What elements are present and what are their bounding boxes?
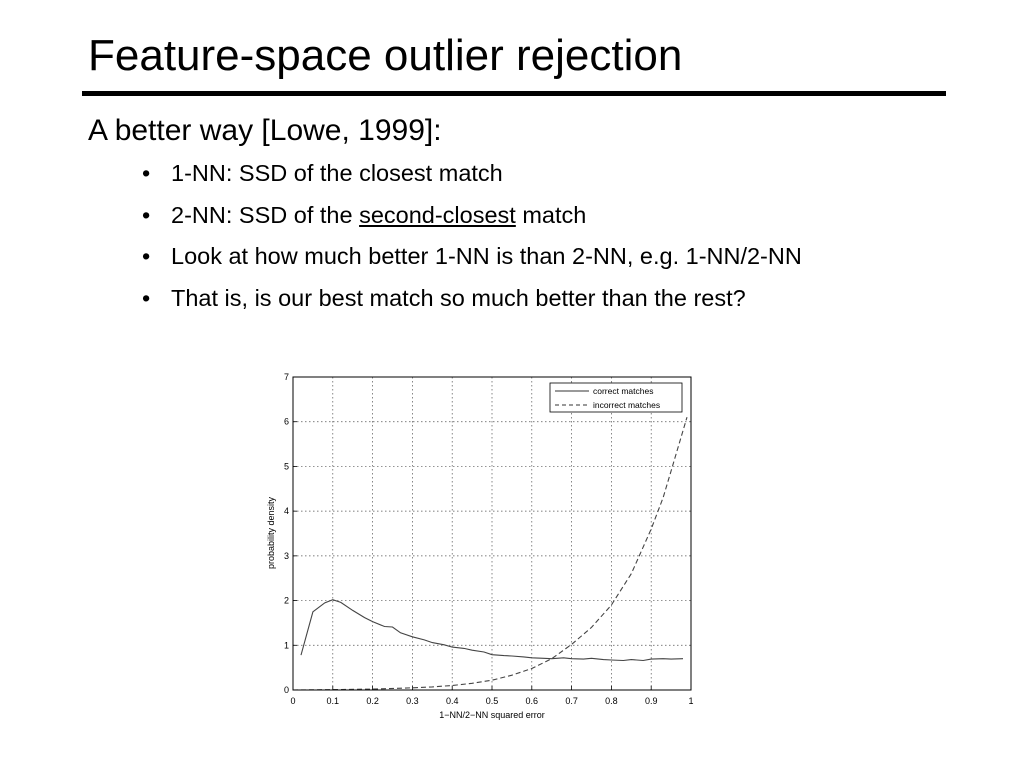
legend-box: [549, 382, 683, 413]
bullet-glyph: •: [142, 160, 151, 186]
x-tick-label: 0.5: [486, 696, 499, 706]
x-tick-label: 0.2: [366, 696, 379, 706]
x-tick-label: 0.7: [565, 696, 578, 706]
y-tick-label: 0: [284, 685, 289, 695]
probability-density-chart: 0 0.1 0.2 0.3 0.4 0.5 0.6 0.7 0.8 0.9 1 0 1 2 3 4 5 6 7 1−…: [266, 372, 694, 720]
title-underline: [82, 91, 946, 96]
y-tick-label: 5: [284, 461, 289, 471]
y-tick-label: 1: [284, 640, 289, 650]
bullet-emphasis: second-closest: [359, 202, 516, 228]
x-tick-label: 0: [290, 696, 295, 706]
x-tick-label: 0.8: [605, 696, 618, 706]
bullet-glyph: •: [142, 202, 151, 228]
y-tick-label: 4: [284, 506, 289, 516]
legend-label-correct: correct matches: [593, 386, 653, 396]
bullet-text: 2-NN: SSD of the: [171, 202, 360, 228]
x-tick-label: 0.3: [406, 696, 419, 706]
x-tick-label: 0.4: [446, 696, 459, 706]
bullet-text-end: match: [515, 202, 587, 228]
x-tick-label: 1: [688, 696, 693, 706]
y-tick-label: 3: [284, 551, 289, 561]
x-axis-label: 1−NN/2−NN squared error: [439, 710, 545, 720]
chart-legend: correct matches incorrect matches: [549, 382, 683, 413]
bullet-text: Look at how much better 1-NN is than 2-N…: [171, 243, 802, 269]
x-tick-label: 0.9: [645, 696, 658, 706]
y-tick-label: 7: [284, 372, 289, 382]
series-line-incorrect-matches: [292, 417, 688, 691]
x-tick-label: 0.6: [526, 696, 539, 706]
bullet-text: That is, is our best match so much bette…: [171, 285, 746, 311]
x-tick-label: 0.1: [327, 696, 340, 706]
y-tick-label: 2: [284, 596, 289, 606]
y-axis-label: probability density: [266, 496, 276, 569]
bullet-glyph: •: [142, 243, 151, 269]
slide-subtitle: A better way [Lowe, 1999]:: [88, 114, 442, 147]
bullet-text: 1-NN: SSD of the closest match: [171, 160, 503, 186]
legend-label-incorrect: incorrect matches: [593, 400, 660, 410]
y-tick-label: 6: [284, 417, 289, 427]
series-line-correct-matches: [300, 599, 684, 662]
slide-title: Feature-space outlier rejection: [88, 31, 683, 80]
bullet-glyph: •: [142, 285, 151, 311]
